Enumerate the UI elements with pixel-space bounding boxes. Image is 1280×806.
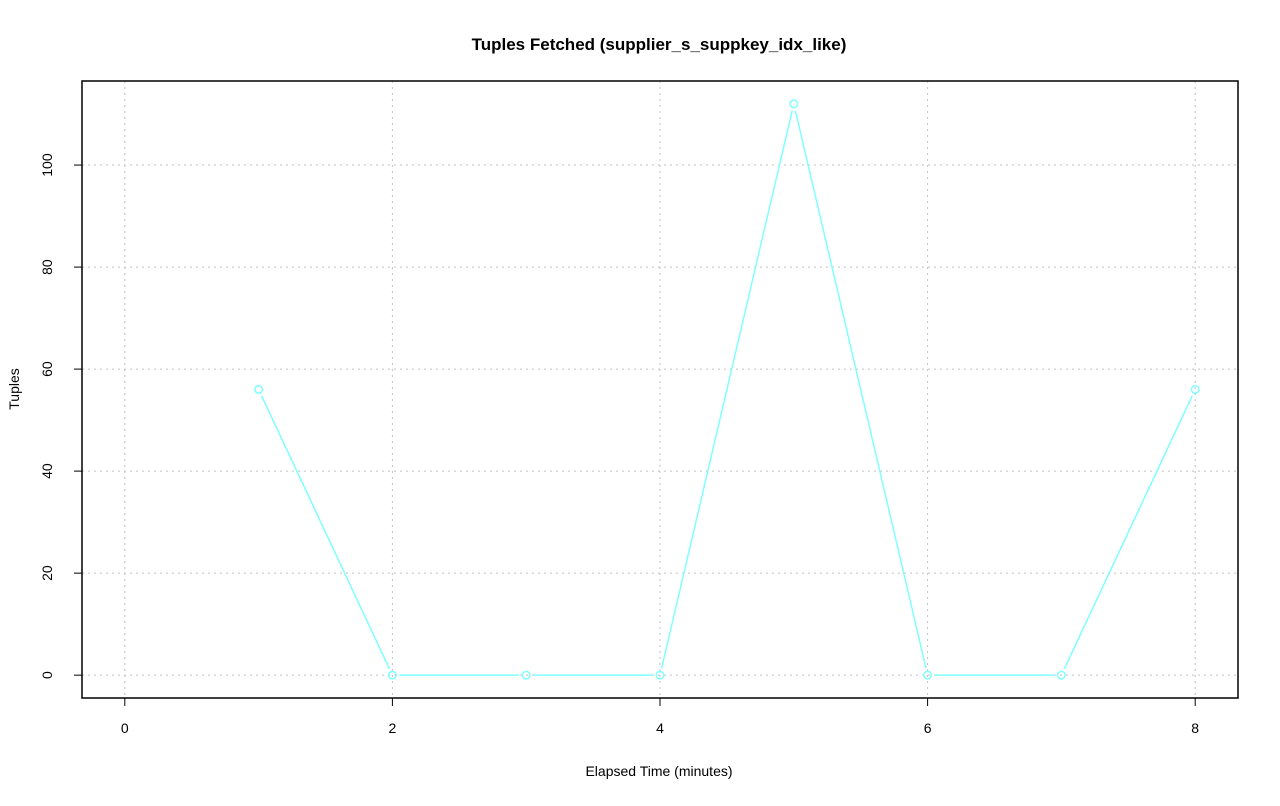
data-point: [655, 670, 665, 680]
y-tick-label: 60: [39, 361, 55, 377]
x-tick-label: 8: [1191, 720, 1199, 736]
y-tick-label: 100: [39, 153, 55, 177]
data-point: [923, 670, 933, 680]
chart-title: Tuples Fetched (supplier_s_suppkey_idx_l…: [472, 35, 847, 54]
y-tick-label: 0: [39, 671, 55, 679]
series-line: [254, 99, 1200, 680]
data-point: [254, 384, 264, 395]
data-point: [387, 670, 397, 680]
y-tick-label: 80: [39, 259, 55, 275]
x-tick-label: 6: [924, 720, 932, 736]
x-tick-label: 2: [389, 720, 397, 736]
x-tick-label: 0: [121, 720, 129, 736]
line-segment: [260, 395, 391, 670]
plot-frame: [81, 80, 1239, 699]
data-point: [1190, 384, 1200, 395]
data-point: [789, 99, 799, 109]
line-segment: [1063, 395, 1193, 670]
y-axis-label: Tuples: [6, 368, 22, 410]
line-segment: [794, 110, 927, 669]
data-point: [1056, 670, 1066, 680]
y-tick-label: 40: [39, 463, 55, 479]
line-segment: [660, 110, 793, 669]
y-tick-label: 20: [39, 565, 55, 581]
y-axis: 0 20 40 60 80 100: [39, 153, 82, 679]
x-axis-label: Elapsed Time (minutes): [585, 763, 732, 779]
x-tick-label: 4: [656, 720, 664, 736]
data-point: [521, 670, 531, 680]
grid: [82, 81, 1238, 698]
x-axis: 0 2 4 6 8: [121, 698, 1199, 736]
